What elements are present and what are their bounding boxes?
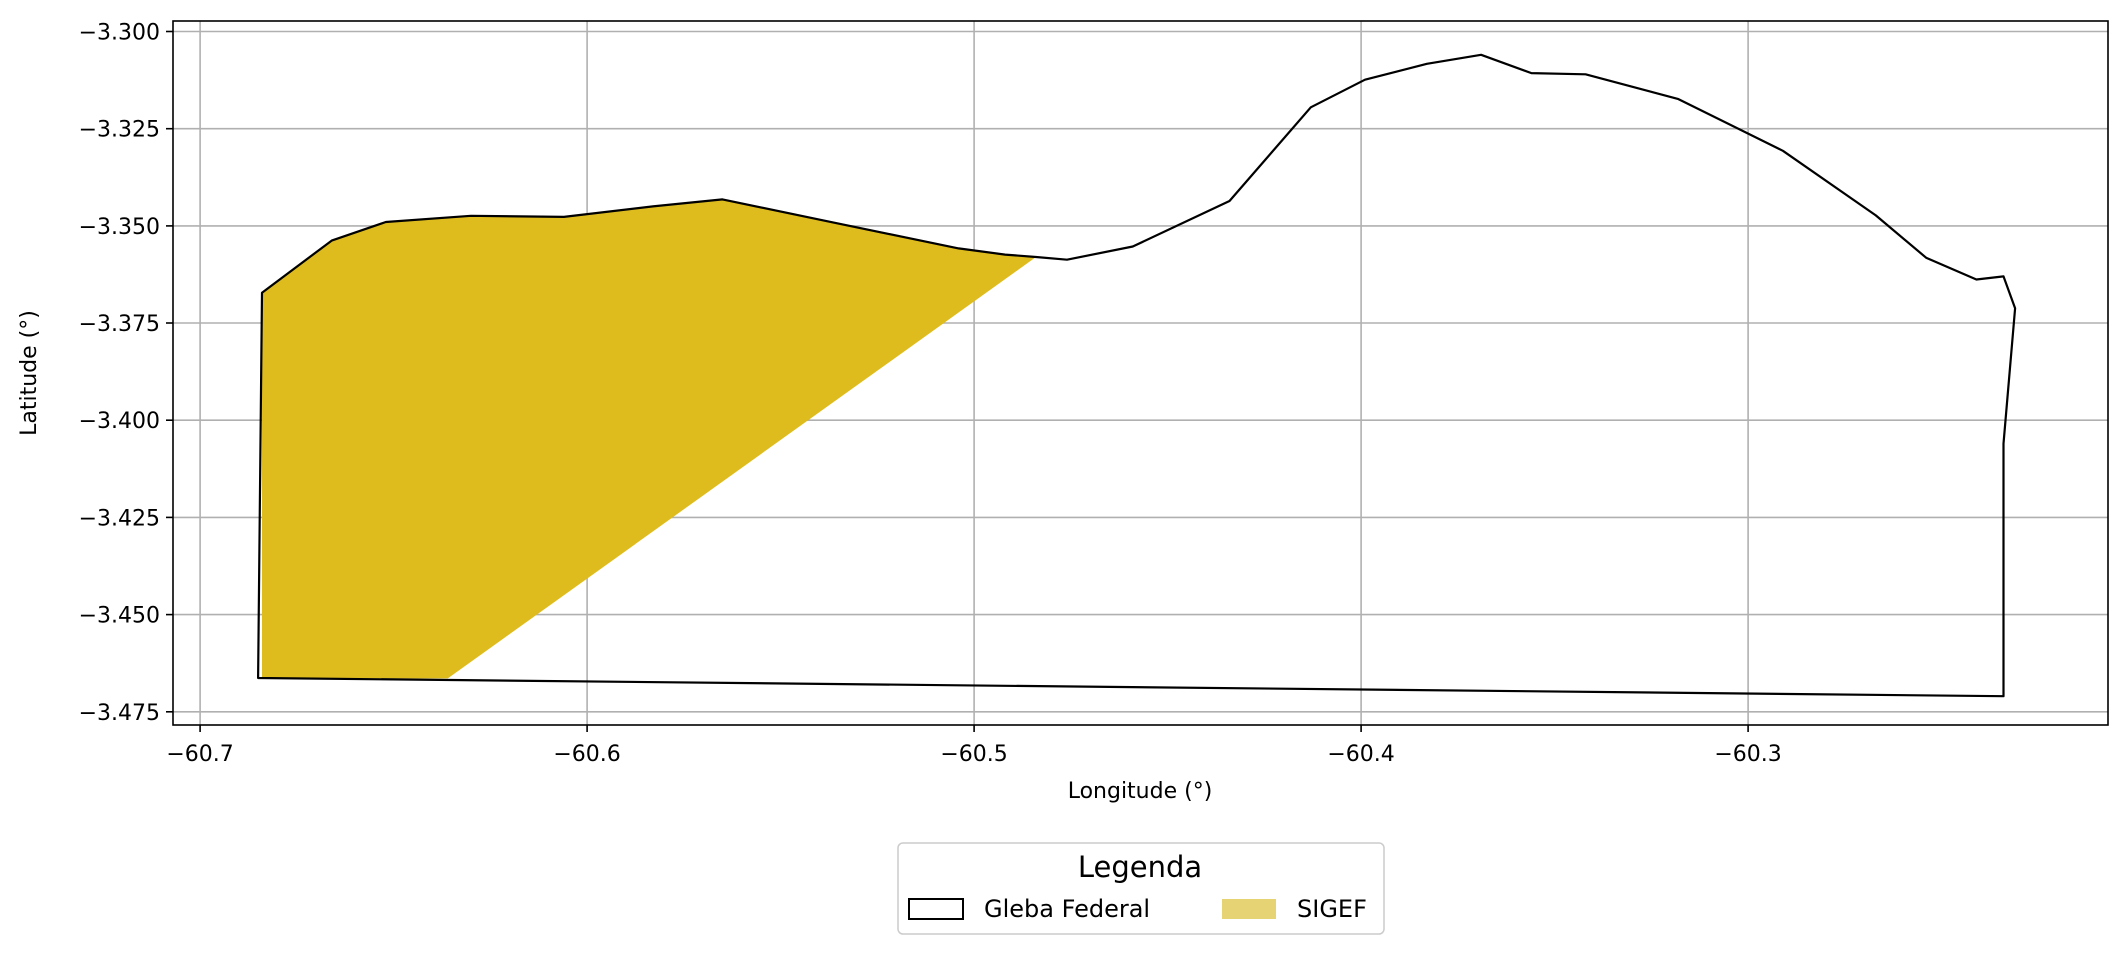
x-tick-label: −60.5 <box>940 742 1007 767</box>
y-tick-label: −3.300 <box>79 21 160 46</box>
sigef-polygon <box>262 199 1036 679</box>
y-axis-label: Latitude (°) <box>17 310 42 436</box>
x-axis-label: Longitude (°) <box>1068 779 1213 804</box>
legend-label-sigef: SIGEF <box>1297 895 1367 923</box>
y-tick-label: −3.375 <box>79 312 160 337</box>
y-tick-label: −3.400 <box>79 409 160 434</box>
y-tick-label: −3.450 <box>79 604 160 629</box>
axis-ticks: −60.7 −60.6 −60.5 −60.4 −60.3 −3.300 −3.325 −3.… <box>79 21 1782 768</box>
y-tick-label: −3.350 <box>79 215 160 240</box>
legend-swatch-gleba-federal <box>908 898 964 920</box>
y-tick-label: −3.475 <box>79 701 160 726</box>
legend-label-gleba-federal: Gleba Federal <box>984 895 1150 923</box>
legend-swatch-sigef <box>1222 899 1276 919</box>
legend: Legenda Gleba Federal SIGEF <box>897 842 1385 935</box>
x-tick-label: −60.4 <box>1327 742 1394 767</box>
map-layers <box>257 53 2017 698</box>
x-tick-label: −60.7 <box>166 742 233 767</box>
x-tick-label: −60.6 <box>553 742 620 767</box>
x-tick-label: −60.3 <box>1714 742 1781 767</box>
plot-frame <box>172 20 2109 726</box>
y-tick-label: −3.325 <box>79 118 160 143</box>
y-tick-label: −3.425 <box>79 506 160 531</box>
legend-title: Legenda <box>1078 850 1202 884</box>
gleba-federal-polygon <box>257 53 2017 698</box>
